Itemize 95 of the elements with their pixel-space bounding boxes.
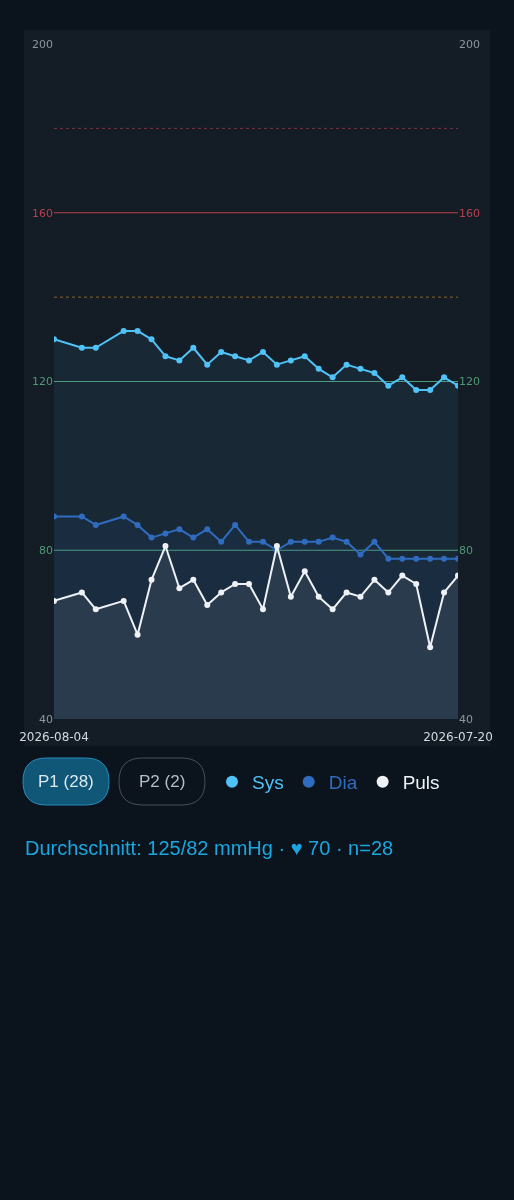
y2-tick-label: 200	[459, 37, 480, 51]
y-tick-label: 80	[39, 544, 53, 558]
point	[413, 581, 420, 587]
point	[246, 357, 253, 364]
point	[343, 589, 350, 596]
point	[301, 538, 308, 545]
point	[162, 353, 169, 360]
point	[78, 344, 85, 351]
point	[357, 365, 364, 372]
point	[120, 327, 127, 334]
point	[399, 374, 406, 381]
point	[204, 526, 211, 533]
point	[176, 526, 183, 533]
point	[441, 555, 448, 562]
point	[427, 555, 434, 562]
point	[190, 534, 197, 541]
point	[78, 589, 85, 596]
point	[134, 521, 141, 528]
point	[259, 348, 266, 355]
point	[176, 585, 183, 592]
point	[218, 538, 225, 545]
point	[92, 606, 99, 613]
y-tick-label: 120	[32, 375, 53, 389]
point	[246, 581, 253, 587]
point	[371, 370, 378, 377]
point	[259, 606, 266, 613]
legend-label: Puls	[402, 772, 440, 794]
y2-tick-label: 80	[459, 544, 473, 558]
point	[232, 521, 239, 528]
point	[176, 357, 183, 364]
point	[218, 348, 225, 355]
point	[218, 589, 225, 596]
point	[232, 581, 239, 587]
point	[120, 597, 127, 604]
point	[357, 551, 364, 558]
point	[162, 530, 169, 537]
point	[287, 593, 294, 600]
point	[441, 589, 448, 596]
point	[287, 357, 294, 364]
text: P1 (28)	[38, 772, 94, 791]
point	[441, 374, 448, 381]
point	[343, 361, 350, 368]
point	[78, 513, 85, 520]
y2-tick-label: 40	[459, 712, 473, 726]
point	[120, 513, 127, 520]
point	[92, 344, 99, 351]
point	[301, 353, 308, 360]
point	[273, 543, 280, 550]
legend-label: Sys	[252, 772, 284, 794]
point	[190, 576, 197, 583]
point	[190, 344, 197, 351]
x-tick-label: 2026-08-04	[19, 730, 89, 744]
point	[232, 353, 239, 360]
point	[162, 543, 169, 550]
point	[301, 568, 308, 575]
point	[148, 336, 155, 343]
point	[385, 589, 392, 596]
legend-label: Dia	[328, 772, 358, 794]
point	[148, 534, 155, 541]
point	[371, 538, 378, 545]
y-tick-label: 200	[32, 37, 53, 51]
point	[204, 602, 211, 609]
y2-tick-label: 120	[459, 375, 480, 389]
point	[329, 374, 336, 381]
point	[246, 538, 253, 545]
point	[134, 327, 141, 334]
point	[204, 361, 211, 368]
point	[399, 572, 406, 579]
point	[343, 538, 350, 545]
point	[329, 606, 336, 613]
point	[357, 593, 364, 600]
point	[259, 538, 266, 545]
point	[399, 555, 406, 562]
point	[273, 361, 280, 368]
point	[315, 365, 322, 372]
point	[371, 576, 378, 583]
point	[413, 555, 420, 562]
point	[385, 382, 392, 389]
point	[315, 593, 322, 600]
point	[148, 576, 155, 583]
text: Durchschnitt: 125/82 mmHg · ♥ 70 · n=28	[25, 837, 394, 859]
point	[413, 386, 420, 393]
y-tick-label: 160	[32, 206, 53, 220]
point	[385, 555, 392, 562]
text: P2 (2)	[139, 772, 186, 791]
point	[329, 534, 336, 541]
point	[427, 386, 434, 393]
point	[92, 521, 99, 528]
y-tick-label: 40	[39, 712, 53, 726]
x-tick-label: 2026-07-20	[423, 730, 493, 744]
point	[287, 538, 294, 545]
point	[427, 644, 434, 651]
point	[315, 538, 322, 545]
point	[134, 631, 141, 638]
y2-tick-label: 160	[459, 206, 480, 220]
